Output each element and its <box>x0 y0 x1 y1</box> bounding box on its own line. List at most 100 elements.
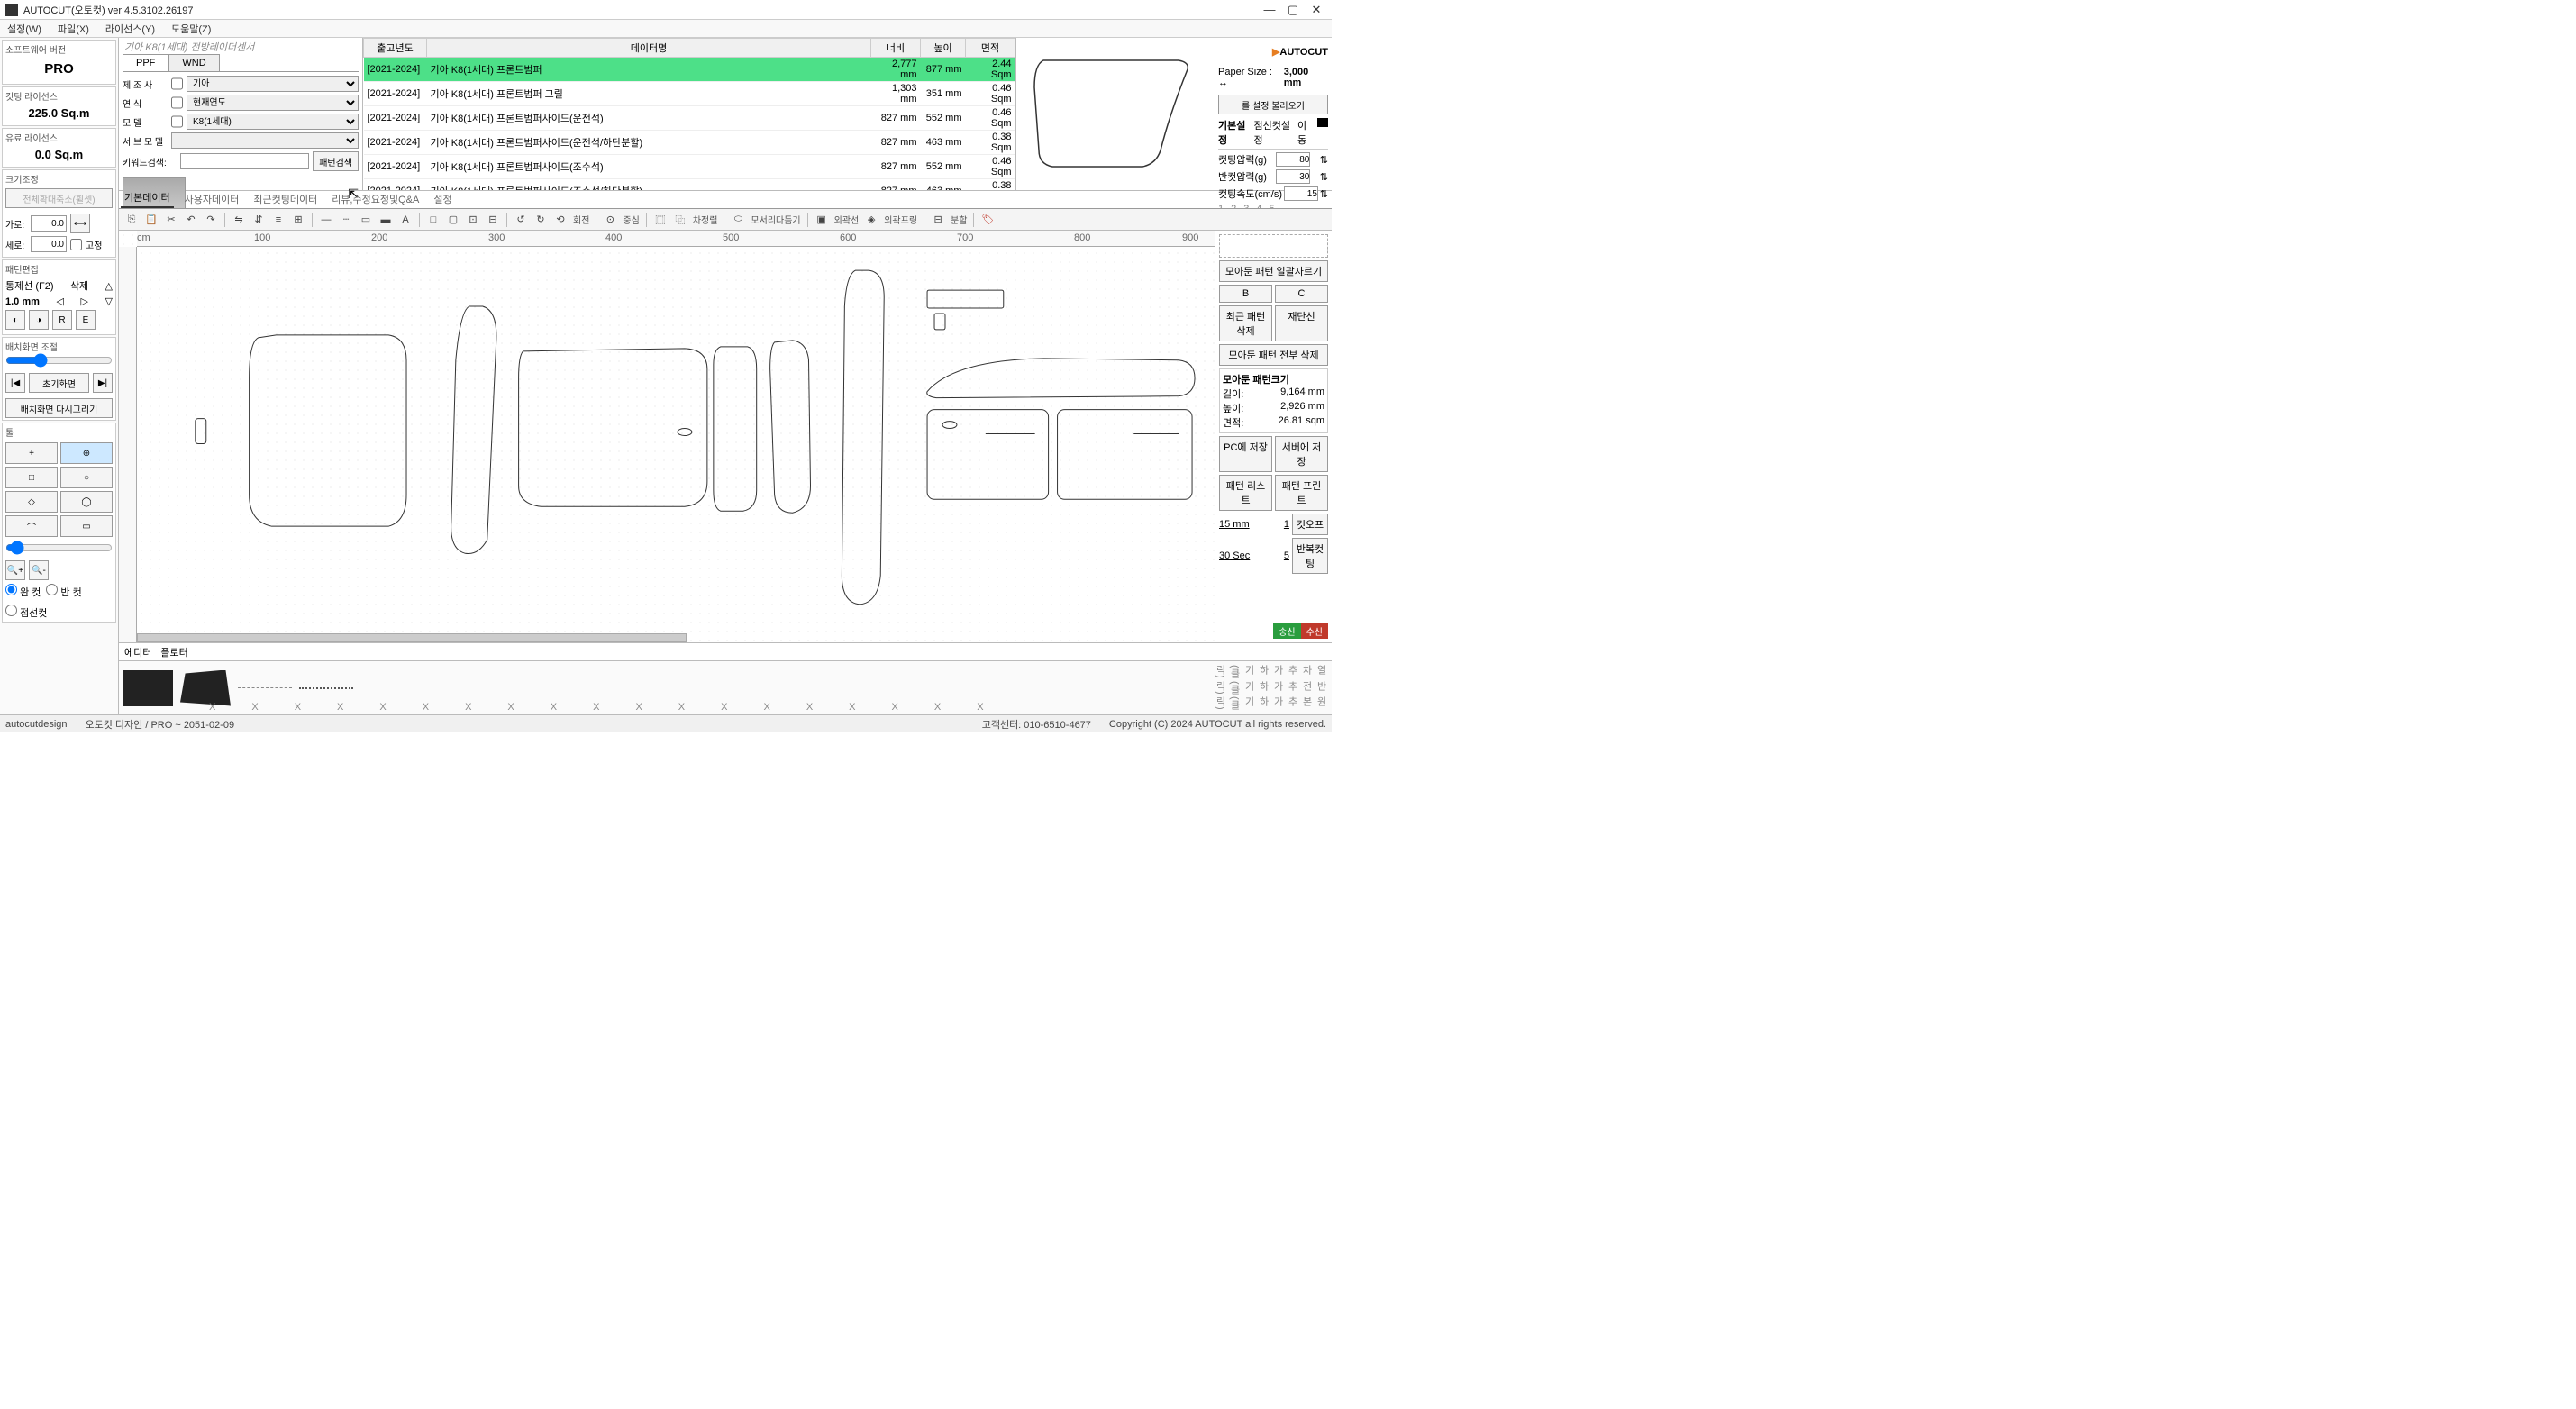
recv-badge[interactable]: 수신 <box>1301 623 1328 639</box>
year-check[interactable] <box>171 95 183 111</box>
tb-align-icon[interactable]: ≡ <box>269 211 287 229</box>
tool-btn-1[interactable]: ◐ <box>5 310 25 330</box>
tool-btn-r[interactable]: R <box>52 310 72 330</box>
pattern-list-button[interactable]: 패턴 리스트 <box>1219 475 1272 511</box>
submodel-select[interactable] <box>171 132 359 149</box>
tb-paste-icon[interactable]: 📋 <box>142 211 160 229</box>
c-button[interactable]: C <box>1275 285 1328 303</box>
menu-license[interactable]: 라이선스(Y) <box>105 22 155 36</box>
maker-select[interactable]: 기아 <box>187 76 359 92</box>
stepper-icon[interactable]: ⇅ <box>1320 171 1328 183</box>
tb-outlinef-icon[interactable]: ◈ <box>862 211 880 229</box>
search-button[interactable]: 패턴검색 <box>313 151 359 171</box>
tb-outline-icon[interactable]: ▣ <box>813 211 831 229</box>
tool-btn-e[interactable]: E <box>76 310 96 330</box>
down-icon[interactable]: ▽ <box>105 295 113 307</box>
tb-sq1-icon[interactable]: □ <box>424 211 442 229</box>
save-pc-button[interactable]: PC에 저장 <box>1219 436 1272 472</box>
shape-arc-icon[interactable]: ⌒ <box>5 515 58 537</box>
shape-square-icon[interactable]: □ <box>5 467 58 488</box>
shape-plus-icon[interactable]: + <box>5 442 58 464</box>
send-badge[interactable]: 송신 <box>1273 623 1300 639</box>
menu-settings[interactable]: 설정(W) <box>7 22 41 36</box>
roll-settings-button[interactable]: 롤 설정 불러오기 <box>1218 95 1328 114</box>
sec-value[interactable]: 30 Sec <box>1219 550 1250 561</box>
close-button[interactable]: ✕ <box>1310 4 1323 16</box>
nav-home-button[interactable]: 초기화면 <box>29 373 89 393</box>
subtab-review[interactable]: 리뷰,수정요청및Q&A <box>328 190 423 208</box>
subtab-settings[interactable]: 설정 <box>430 190 455 208</box>
tool-slider[interactable] <box>5 541 113 555</box>
col-year[interactable]: 출고년도 <box>364 39 427 58</box>
settings-tab-basic[interactable]: 기본설정 <box>1218 118 1251 147</box>
tb-rect-icon[interactable]: ▭ <box>357 211 375 229</box>
table-row[interactable]: [2021-2024]기아 K8(1세대) 프론트범퍼사이드(운전석)827 m… <box>364 106 1015 131</box>
shape-thumb-1[interactable] <box>123 670 173 706</box>
tb-undo-icon[interactable]: ↶ <box>182 211 200 229</box>
tb-group-icon[interactable]: ⿴ <box>651 211 669 229</box>
shape-diamond-icon[interactable]: ◇ <box>5 491 58 513</box>
tb-flip-v-icon[interactable]: ⇵ <box>250 211 268 229</box>
shape-rect-icon[interactable]: ▭ <box>60 515 113 537</box>
tb-dist-icon[interactable]: ⊞ <box>289 211 307 229</box>
table-row[interactable]: [2021-2024]기아 K8(1세대) 프론트범퍼 그릴1,303 mm35… <box>364 82 1015 106</box>
cut-mode-dot[interactable]: 점선컷 <box>5 605 47 620</box>
right-arrow-icon[interactable]: ▷ <box>80 295 87 307</box>
cutoff-button[interactable]: 컷오프 <box>1292 514 1328 535</box>
data-table[interactable]: 출고년도 데이터명 너비 높이 면적 [2021-2024]기아 K8(1세대)… <box>362 38 1016 190</box>
zoom-out-icon[interactable]: 🔍- <box>29 560 49 580</box>
cut-mode-full[interactable]: 완 컷 <box>5 584 41 599</box>
b-button[interactable]: B <box>1219 285 1272 303</box>
menu-help[interactable]: 도움말(Z) <box>171 22 211 36</box>
year-select[interactable]: 현재연도 <box>187 95 359 111</box>
stepper-icon[interactable]: ⇅ <box>1320 154 1328 166</box>
keyword-input[interactable] <box>180 153 309 169</box>
subtab-recent[interactable]: 최근컷팅데이터 <box>250 190 321 208</box>
tab-ppf[interactable]: PPF <box>123 54 168 71</box>
subtab-user[interactable]: 사용자데이터 <box>181 190 243 208</box>
col-height[interactable]: 높이 <box>921 39 966 58</box>
height-input[interactable] <box>31 236 67 252</box>
horizontal-scrollbar[interactable] <box>137 633 687 642</box>
tb-sq4-icon[interactable]: ⊟ <box>484 211 502 229</box>
tb-redo-icon[interactable]: ↷ <box>202 211 220 229</box>
save-server-button[interactable]: 서버에 저장 <box>1275 436 1328 472</box>
col-area[interactable]: 면적 <box>966 39 1015 58</box>
delete-label[interactable]: 삭제 <box>70 278 88 293</box>
redraw-button[interactable]: 배치화면 다시그리기 <box>5 398 113 418</box>
tb-sq2-icon[interactable]: ▢ <box>444 211 462 229</box>
repeat-button[interactable]: 반복컷팅 <box>1292 538 1328 574</box>
view-slider[interactable] <box>5 353 113 368</box>
nav-first-button[interactable]: |◀ <box>5 373 25 393</box>
tb-copy-icon[interactable]: ⎘ <box>123 211 141 229</box>
shape-thumb-2[interactable] <box>180 670 231 706</box>
tb-rot-r-icon[interactable]: ↻ <box>532 211 550 229</box>
model-select[interactable]: K8(1세대) <box>187 114 359 130</box>
table-row[interactable]: [2021-2024]기아 K8(1세대) 프론트범퍼사이드(조수석)827 m… <box>364 155 1015 179</box>
fix-ratio-checkbox[interactable] <box>70 239 82 250</box>
nav-last-button[interactable]: ▶| <box>93 373 113 393</box>
tab-editor[interactable]: 에디터 <box>124 645 151 659</box>
zoom-in-icon[interactable]: 🔍+ <box>5 560 25 580</box>
delete-all-button[interactable]: 모아둔 패턴 전부 삭제 <box>1219 344 1328 366</box>
table-row[interactable]: [2021-2024]기아 K8(1세대) 프론트범퍼사이드(조수석/하단분할)… <box>364 179 1015 191</box>
left-arrow-icon[interactable]: ◁ <box>56 295 63 307</box>
tb-text-icon[interactable]: A <box>396 211 414 229</box>
delete-recent-button[interactable]: 최근 패턴 삭제 <box>1219 305 1272 341</box>
pattern-print-button[interactable]: 패턴 프린트 <box>1275 475 1328 511</box>
tb-ungroup-icon[interactable]: ⿻ <box>671 211 689 229</box>
maker-check[interactable] <box>171 76 183 92</box>
cut-line-button[interactable]: 재단선 <box>1275 305 1328 341</box>
zoom-wheel-button[interactable]: 전체확대축소(휠셋) <box>5 188 113 208</box>
maximize-button[interactable]: ▢ <box>1287 4 1299 16</box>
tb-fill-icon[interactable]: ▬ <box>377 211 395 229</box>
batch-cut-button[interactable]: 모아둔 패턴 일괄자르기 <box>1219 260 1328 282</box>
col-width[interactable]: 너비 <box>871 39 921 58</box>
up-icon[interactable]: △ <box>105 280 113 292</box>
shape-circle-icon[interactable]: ○ <box>60 467 113 488</box>
tb-center-icon[interactable]: ⊙ <box>601 211 619 229</box>
minimize-button[interactable]: — <box>1263 4 1276 16</box>
table-row[interactable]: [2021-2024]기아 K8(1세대) 프론트범퍼사이드(운전석/하단분할)… <box>364 131 1015 155</box>
tb-cut-icon[interactable]: ✂ <box>162 211 180 229</box>
canvas[interactable]: cm 100200300 400500600 700800900 <box>119 231 1215 642</box>
